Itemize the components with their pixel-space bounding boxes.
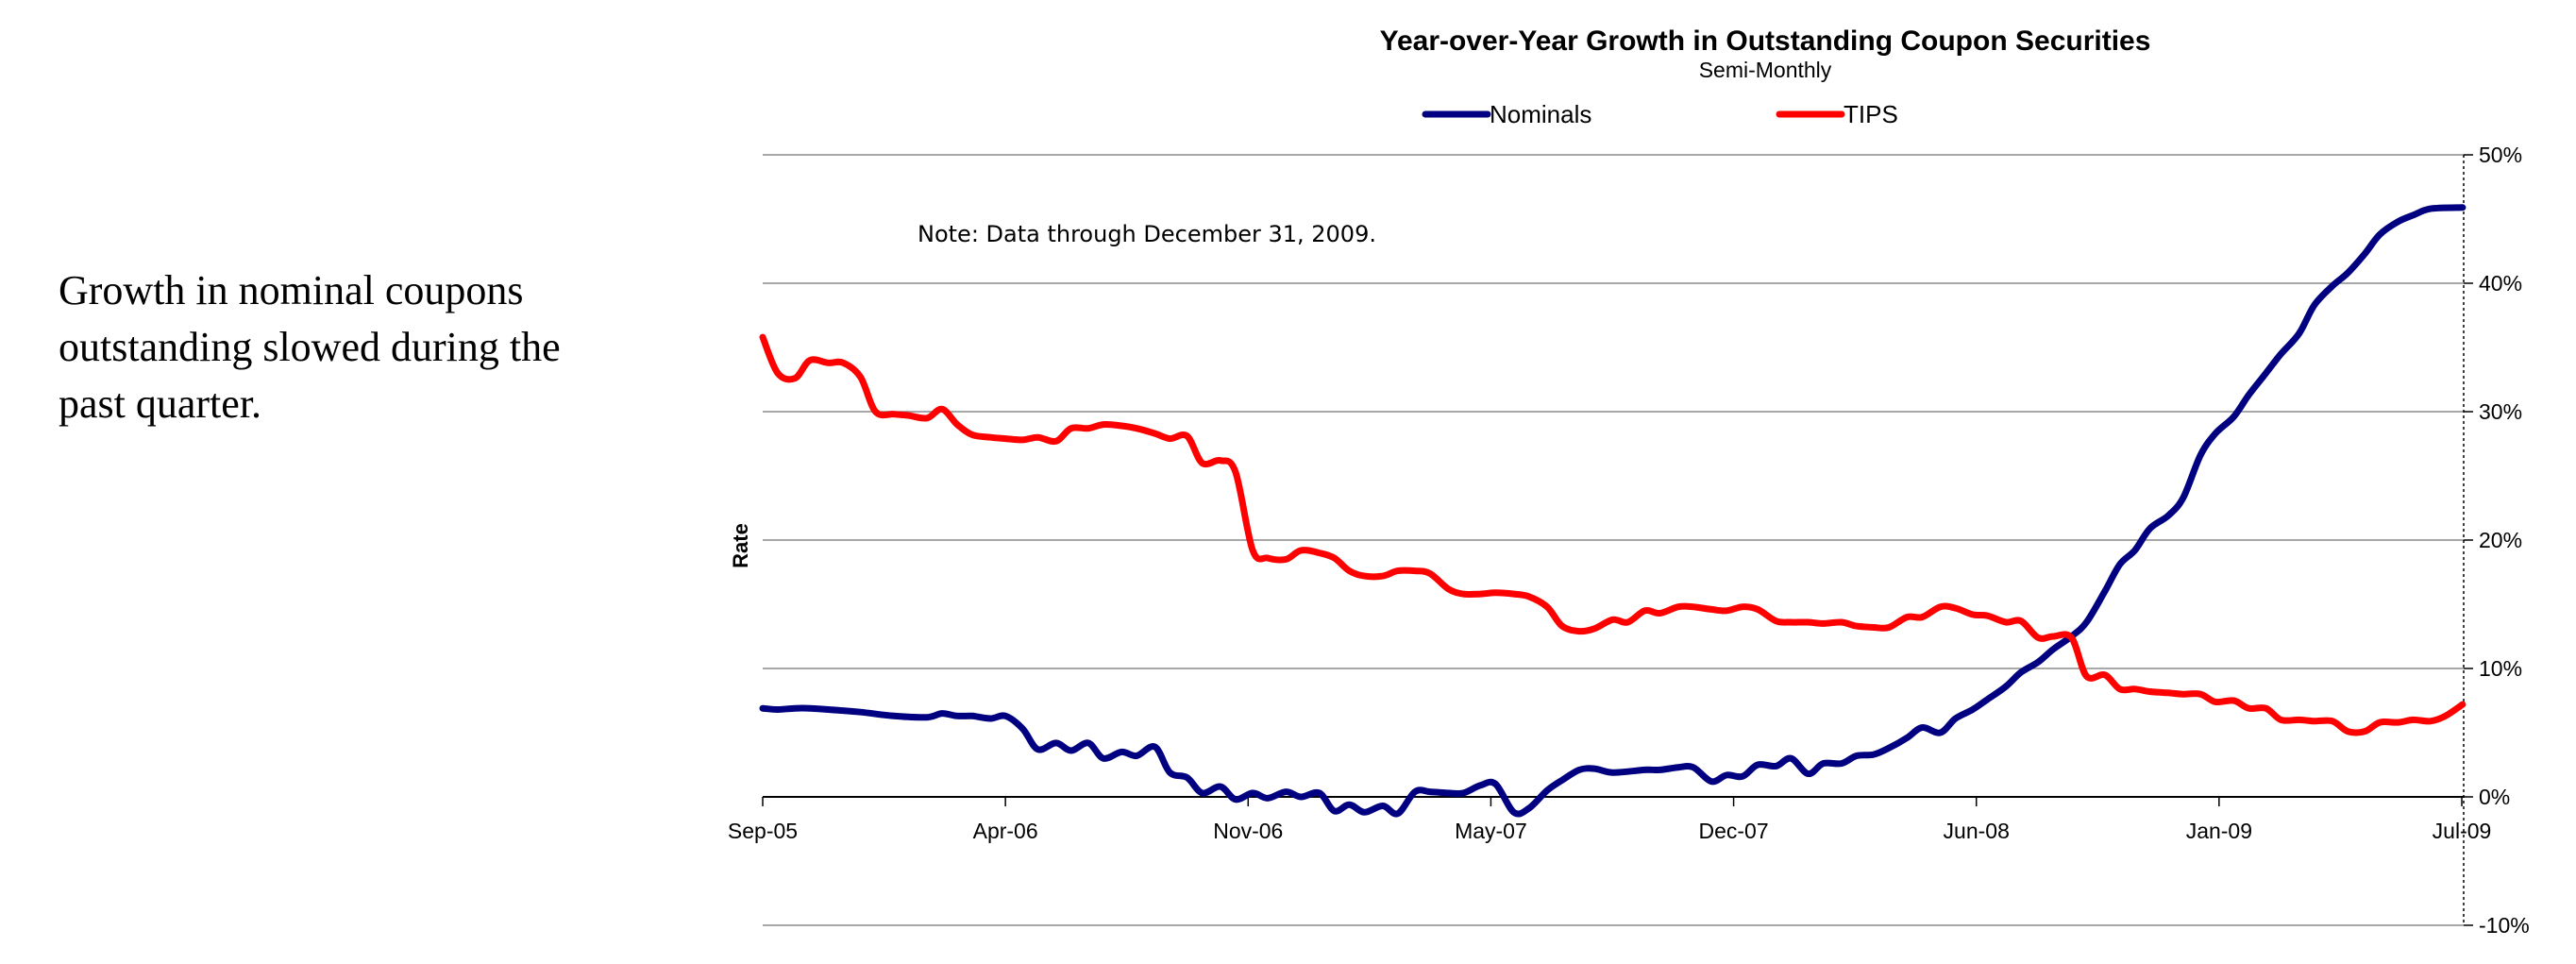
y-tick-label: -10% bbox=[2479, 913, 2530, 938]
y-tick-label: 0% bbox=[2479, 785, 2510, 809]
y-axis-label: Rate bbox=[729, 523, 752, 568]
x-tick-label: Dec-07 bbox=[1698, 819, 1768, 843]
chart-note: Note: Data through December 31, 2009. bbox=[918, 221, 1376, 247]
x-tick-label: May-07 bbox=[1455, 819, 1527, 843]
y-tick-label: 40% bbox=[2479, 271, 2522, 296]
x-axis-ticks: Sep-05 Apr-06 Nov-06 May-07 Dec-07 Jun-08 Jan-… bbox=[728, 797, 2491, 843]
x-tick-label: Jul-09 bbox=[2433, 819, 2492, 843]
y-tick-label: 50% bbox=[2479, 143, 2522, 167]
x-tick-label: Nov-06 bbox=[1213, 819, 1283, 843]
y-axis-ticks: 50% 40% 30% 20% 10% 0% -10% bbox=[2464, 143, 2530, 938]
chart-subtitle: Semi-Monthly bbox=[1699, 58, 1832, 82]
legend-label: Nominals bbox=[1490, 100, 1591, 128]
chart-title: Year-over-Year Growth in Outstanding Cou… bbox=[1380, 25, 2151, 57]
x-tick-label: Jan-09 bbox=[2186, 819, 2252, 843]
y-tick-label: 30% bbox=[2479, 399, 2522, 424]
legend: Nominals TIPS bbox=[1422, 100, 1898, 128]
series-layer bbox=[759, 204, 2467, 818]
series-line-nominals bbox=[759, 204, 2467, 818]
y-tick-label: 10% bbox=[2479, 656, 2522, 681]
x-tick-label: Sep-05 bbox=[728, 819, 798, 843]
x-tick-label: Jun-08 bbox=[1944, 819, 2010, 843]
legend-label: TIPS bbox=[1844, 100, 1898, 128]
y-tick-label: 20% bbox=[2479, 528, 2522, 552]
series-line-tips bbox=[759, 333, 2467, 736]
side-commentary: Growth in nominal coupons outstanding sl… bbox=[59, 267, 561, 427]
grid-lines bbox=[763, 154, 2465, 926]
x-tick-label: Apr-06 bbox=[973, 819, 1038, 843]
